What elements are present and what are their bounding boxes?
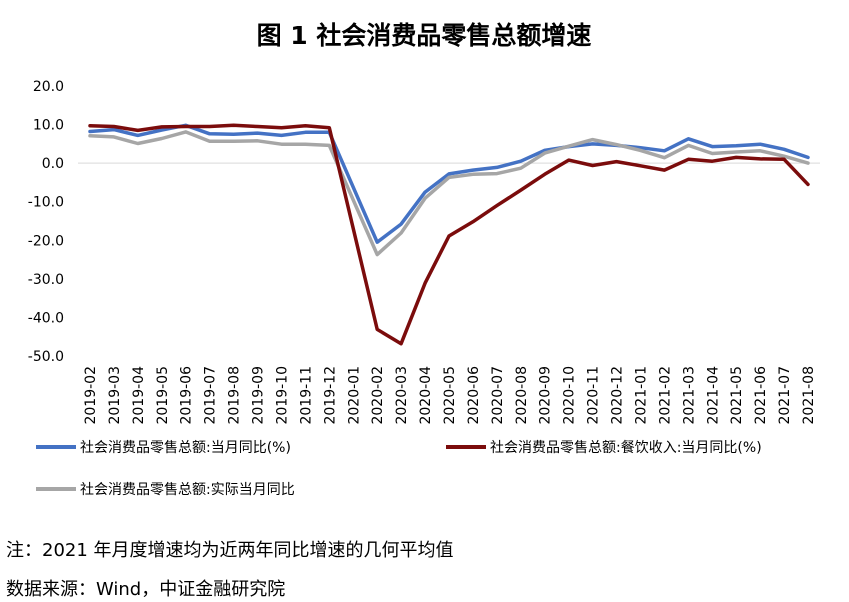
series-line-3	[88, 130, 810, 257]
x-tick-label: 2019-04	[131, 366, 147, 425]
y-tick-label: -20.0	[28, 233, 64, 249]
x-tick-label: 2019-06	[179, 366, 195, 425]
y-tick-label: 10.0	[33, 118, 64, 134]
y-tick-label: -10.0	[28, 195, 64, 211]
x-tick-label: 2020-03	[394, 366, 410, 425]
y-axis-ticks: 20.0 10.0 0.0 -10.0 -20.0 -30.0 -40.0 -50.0	[28, 79, 64, 365]
x-tick-label: 2019-11	[298, 366, 314, 425]
x-tick-label: 2019-05	[155, 366, 171, 425]
x-tick-label: 2020-06	[466, 366, 482, 425]
x-tick-label: 2020-12	[610, 366, 626, 425]
x-tick-label: 2021-06	[753, 366, 769, 425]
legend-label: 社会消费品零售总额:餐饮收入:当月同比(%)	[490, 440, 762, 456]
x-tick-label: 2020-09	[538, 366, 554, 425]
chart-svg: 图 1 社会消费品零售总额增速 20.0 10.0 0.0 -10.0 -20.0 -30…	[28, 21, 820, 498]
legend: 社会消费品零售总额:当月同比(%) 社会消费品零售总额:餐饮收入:当月同比(%) 社…	[36, 440, 762, 498]
y-tick-label: -30.0	[28, 272, 64, 288]
y-tick-label: 0.0	[42, 156, 64, 172]
x-tick-label: 2019-02	[83, 366, 99, 425]
series-lines	[88, 123, 810, 346]
x-tick-label: 2020-04	[418, 366, 434, 425]
x-tick-label: 2021-08	[801, 366, 817, 425]
x-tick-label: 2020-10	[562, 366, 578, 425]
x-tick-label: 2020-05	[442, 366, 458, 425]
x-tick-label: 2021-03	[681, 366, 697, 425]
legend-label: 社会消费品零售总额:实际当月同比	[80, 482, 295, 498]
y-tick-label: 20.0	[33, 79, 64, 95]
chart-title: 图 1 社会消费品零售总额增速	[257, 21, 592, 50]
legend-label: 社会消费品零售总额:当月同比(%)	[80, 440, 291, 456]
x-tick-label: 2020-07	[490, 366, 506, 425]
x-tick-label: 2021-07	[777, 366, 793, 425]
x-tick-label: 2019-08	[227, 366, 243, 425]
x-tick-label: 2020-11	[586, 366, 602, 425]
footnote: 注：2021 年月度增速均为近两年同比增速的几何平均值	[6, 540, 454, 561]
x-tick-label: 2021-04	[705, 366, 721, 425]
series-line-2	[88, 123, 810, 346]
x-tick-label: 2021-05	[729, 366, 745, 425]
x-tick-label: 2019-07	[203, 366, 219, 425]
y-tick-label: -40.0	[28, 310, 64, 326]
x-tick-label: 2019-10	[274, 366, 290, 425]
x-tick-label: 2020-01	[346, 366, 362, 425]
x-tick-label: 2021-01	[633, 366, 649, 425]
x-tick-label: 2020-02	[370, 366, 386, 425]
x-tick-label: 2019-03	[107, 366, 123, 425]
x-tick-label: 2019-12	[322, 366, 338, 425]
x-tick-label: 2019-09	[251, 366, 267, 425]
data-source: 数据来源：Wind，中证金融研究院	[6, 579, 286, 600]
series-line-1	[88, 123, 810, 244]
x-tick-label: 2021-02	[657, 366, 673, 425]
x-tick-label: 2020-08	[514, 366, 530, 425]
y-tick-label: -50.0	[28, 349, 64, 365]
x-axis-ticks: 2019-02 2019-03 2019-04 2019-05 2019-06 2019-…	[83, 366, 817, 425]
